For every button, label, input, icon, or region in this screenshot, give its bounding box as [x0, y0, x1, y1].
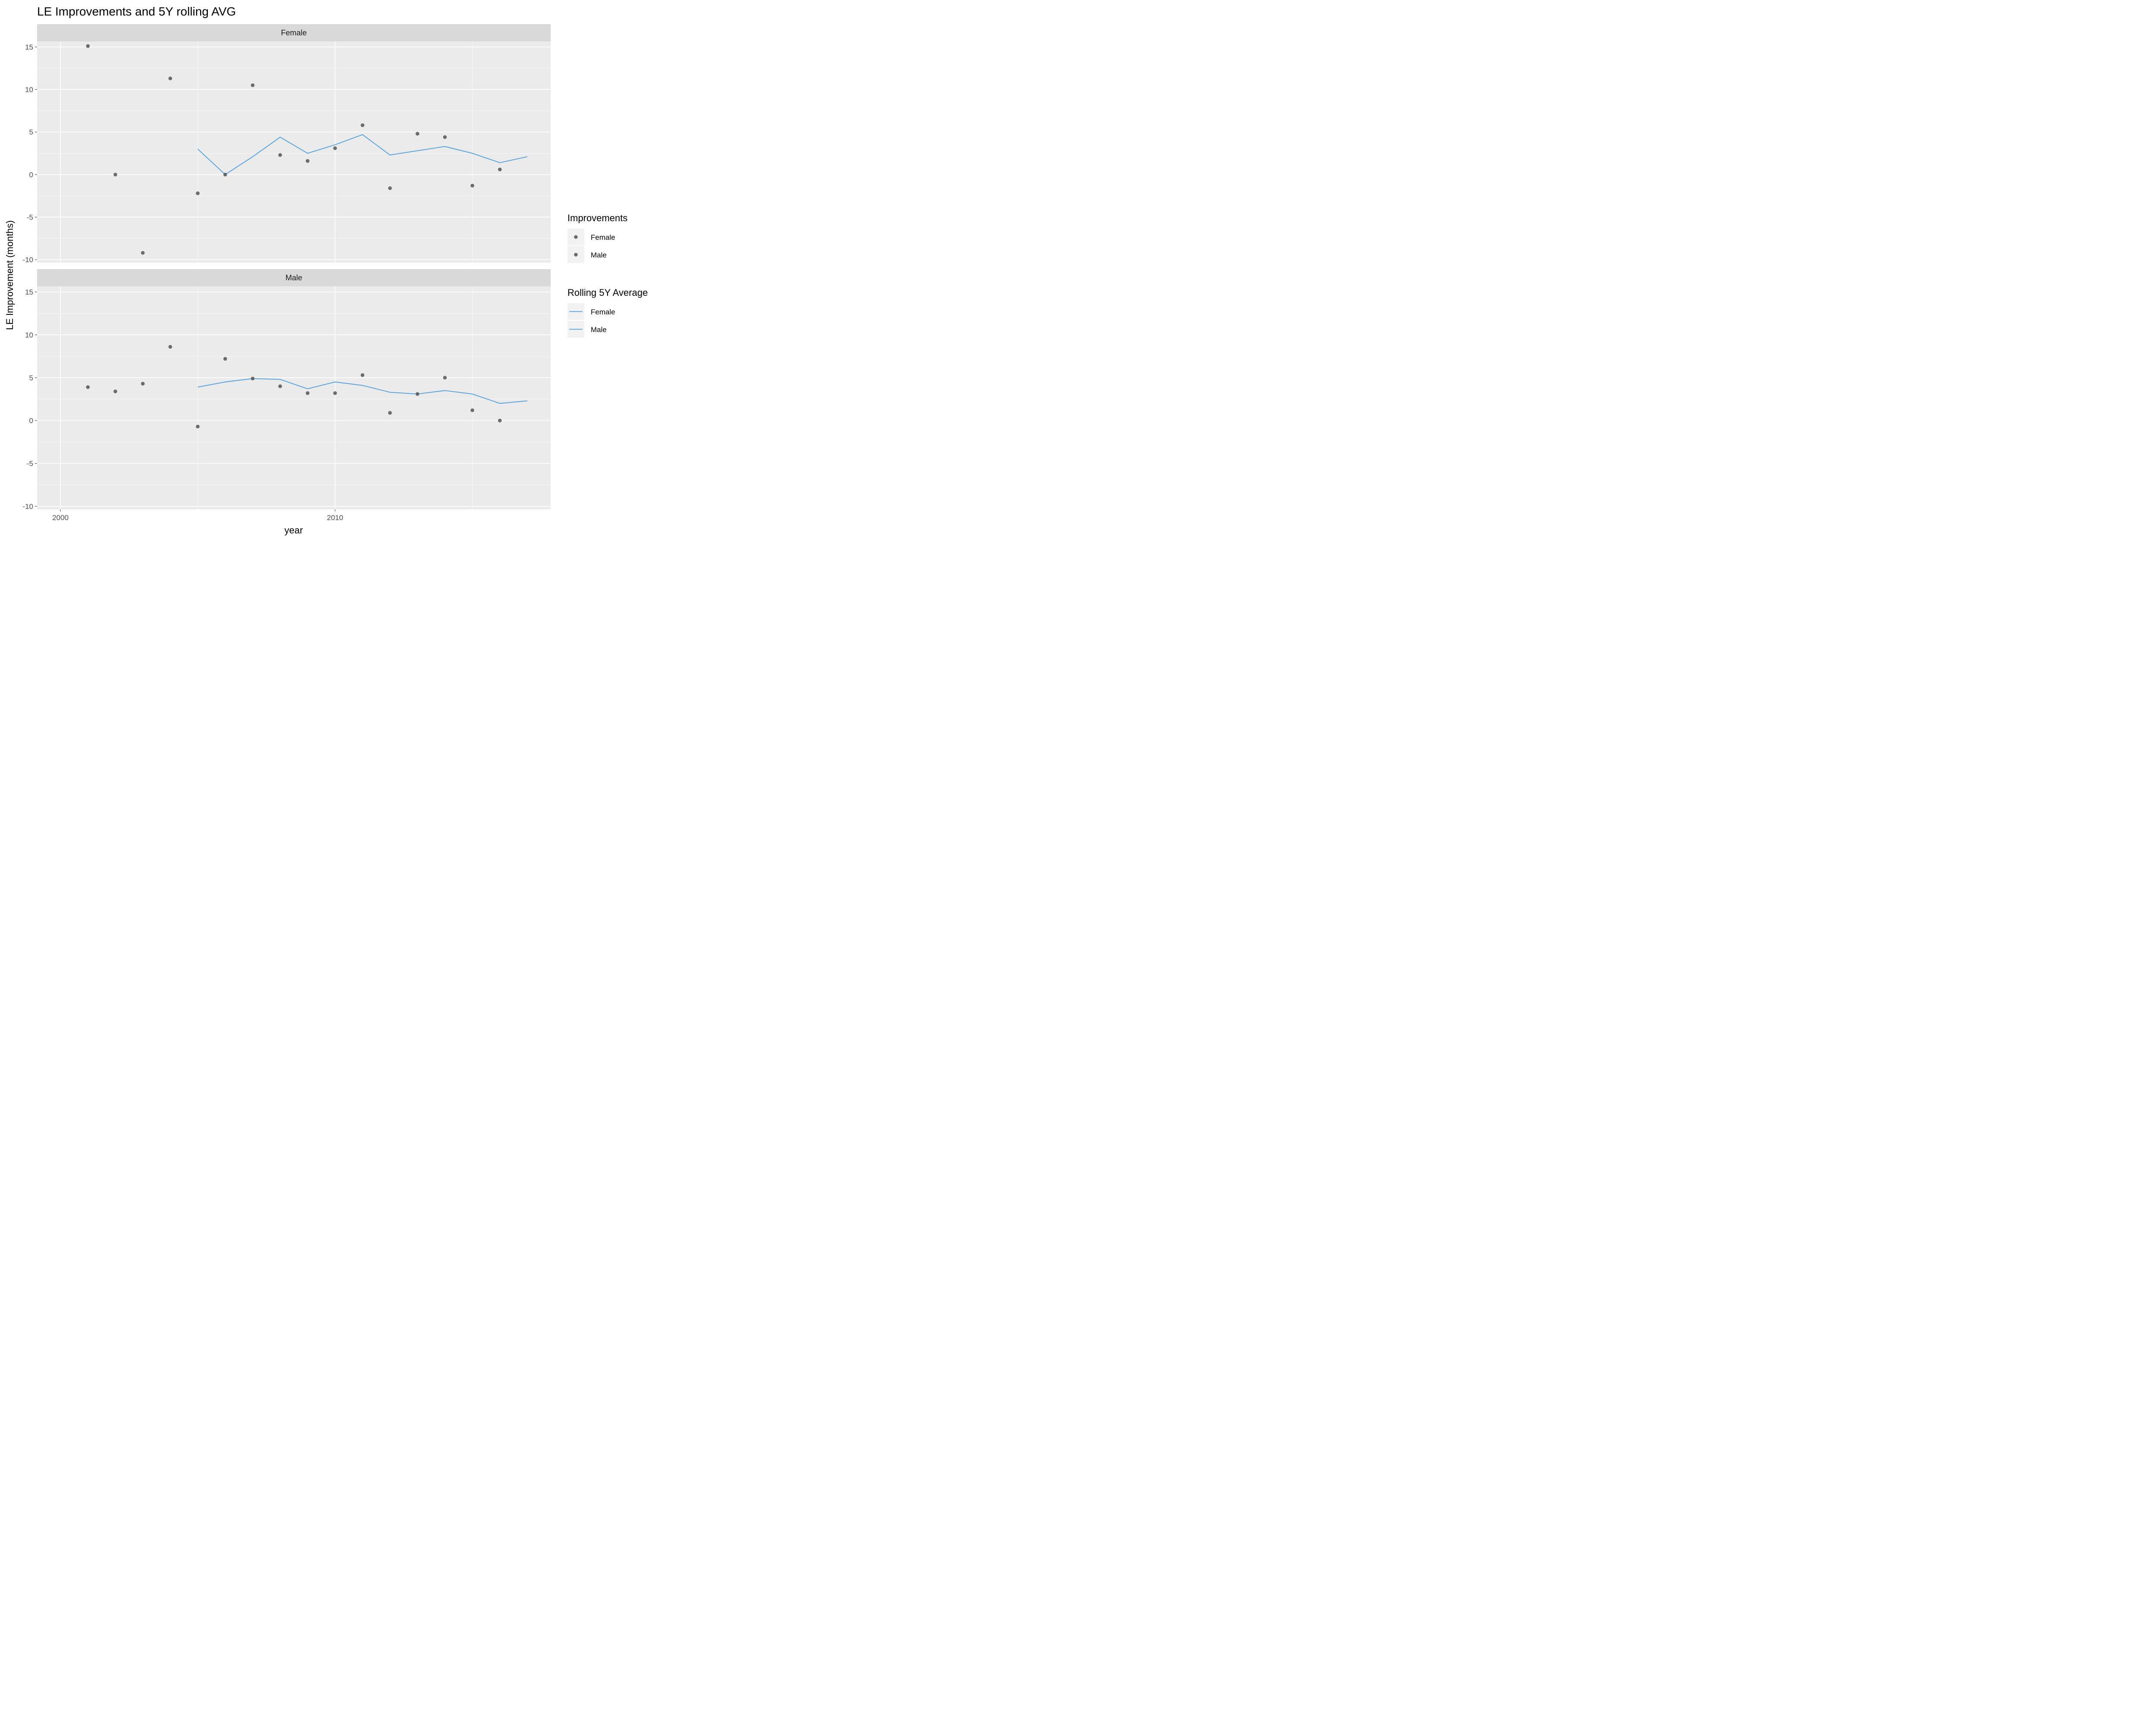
- y-tick-label: 10: [25, 85, 33, 94]
- data-point: [141, 251, 145, 255]
- facet-panel-male: Male -10 -5 0 5 10 15 2000 2010: [22, 269, 551, 522]
- y-tick-label: 5: [29, 128, 33, 136]
- legend-rolling-5y-average: Rolling 5Y Average Female Male: [567, 287, 648, 338]
- legend-point-swatch: [574, 253, 578, 257]
- y-tick-label: 5: [29, 374, 33, 382]
- data-point: [196, 424, 200, 429]
- data-point: [415, 132, 420, 136]
- y-tick-label: -10: [22, 502, 33, 511]
- y-tick-label: -10: [22, 256, 33, 264]
- facet-strip-label: Male: [285, 273, 302, 282]
- y-tick-label: 0: [29, 417, 33, 425]
- data-point: [470, 184, 474, 188]
- data-point: [443, 376, 447, 380]
- y-tick-label: -5: [27, 460, 33, 468]
- y-tick-label: 10: [25, 331, 33, 339]
- facet-strip-label: Female: [281, 28, 307, 37]
- chart-title: LE Improvements and 5Y rolling AVG: [37, 5, 236, 18]
- legend-label: Male: [591, 326, 607, 334]
- data-point: [86, 385, 90, 389]
- y-tick-label: 0: [29, 171, 33, 179]
- chart-root: LE Improvements and 5Y rolling AVG year …: [0, 0, 673, 538]
- data-point: [251, 376, 255, 381]
- legend-title: Rolling 5Y Average: [567, 287, 648, 298]
- data-point: [333, 391, 337, 395]
- data-point: [86, 44, 90, 48]
- data-point: [168, 76, 172, 81]
- facet-panel-female: Female -10 -5 0 5 10 15: [22, 24, 551, 264]
- data-point: [306, 391, 310, 395]
- y-axis-title: LE Improvement (months): [4, 220, 15, 330]
- chart-svg: LE Improvements and 5Y rolling AVG year …: [4, 5, 648, 536]
- data-point: [223, 172, 227, 177]
- data-point: [333, 146, 337, 150]
- data-point: [141, 382, 145, 386]
- x-tick-label: 2010: [327, 514, 343, 522]
- legend-label: Male: [591, 251, 607, 259]
- data-point: [196, 191, 200, 195]
- rolling-average-line: [197, 134, 528, 175]
- facet-strip: [37, 24, 551, 41]
- facets-layer: Female -10 -5 0 5 10 15 Male -10 -5 0 5 10 15 2000 2010: [22, 24, 551, 522]
- data-point: [388, 411, 392, 415]
- legend-label: Female: [591, 233, 615, 242]
- facet-strip: [37, 269, 551, 286]
- data-point: [388, 186, 392, 190]
- y-tick-label: -5: [27, 213, 33, 221]
- y-tick-label: 15: [25, 288, 33, 296]
- data-point: [113, 389, 117, 393]
- x-axis-title: year: [285, 525, 303, 536]
- data-point: [278, 153, 282, 157]
- data-point: [498, 418, 502, 423]
- data-point: [415, 392, 420, 396]
- data-point: [306, 159, 310, 163]
- data-point: [113, 172, 117, 177]
- data-point: [443, 135, 447, 139]
- y-tick-label: 15: [25, 43, 33, 51]
- data-point: [498, 167, 502, 172]
- data-point: [251, 83, 255, 87]
- data-point: [278, 384, 282, 388]
- legend-label: Female: [591, 308, 615, 316]
- legend-title: Improvements: [567, 213, 627, 223]
- data-point: [223, 357, 227, 361]
- data-point: [168, 345, 172, 349]
- panel-background: [37, 41, 551, 263]
- panel-background: [37, 286, 551, 509]
- data-point: [360, 123, 365, 127]
- legend-point-swatch: [574, 235, 578, 239]
- legend-improvements: Improvements Female Male: [567, 213, 627, 263]
- x-tick-label: 2000: [52, 514, 69, 522]
- data-point: [360, 373, 365, 377]
- data-point: [470, 408, 474, 412]
